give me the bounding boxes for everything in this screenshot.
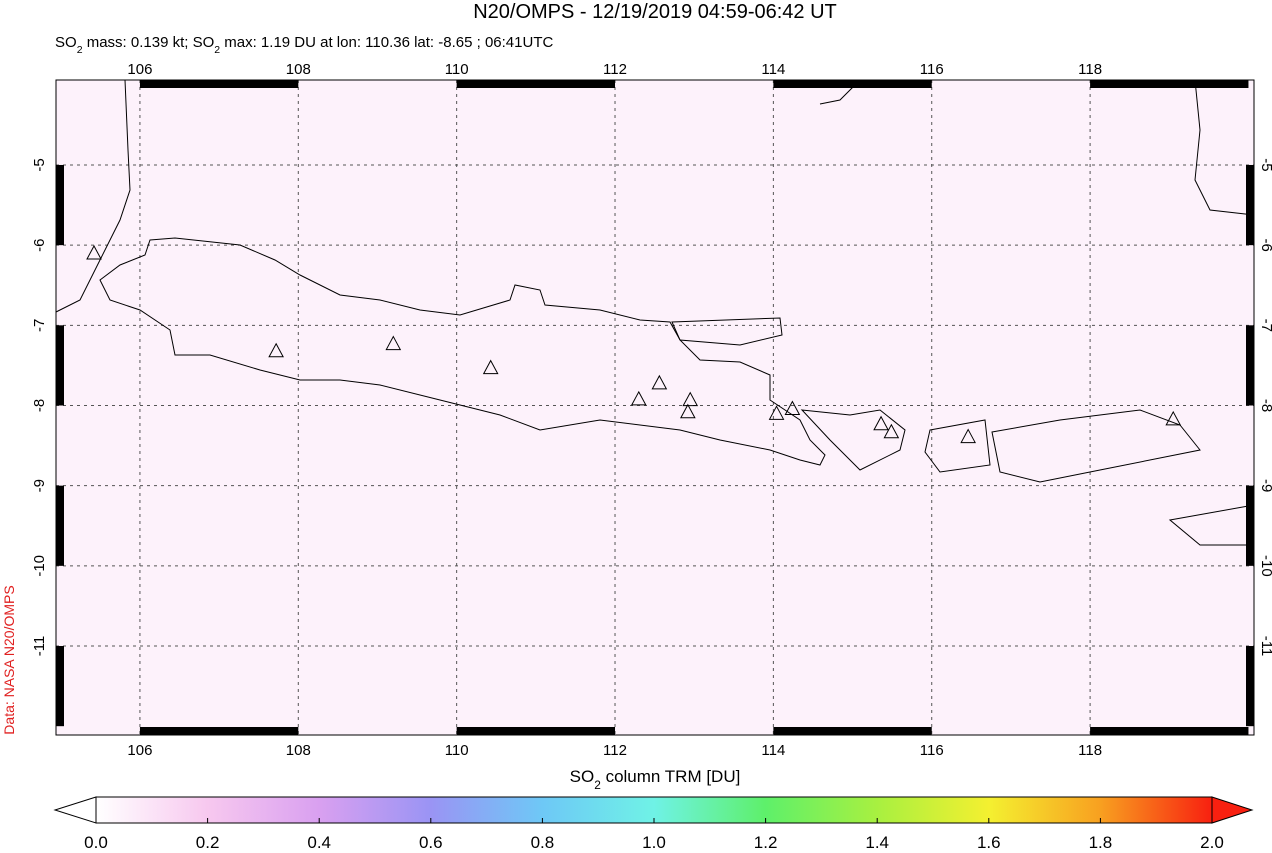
colorbar-tick-label: 0.4: [307, 833, 331, 852]
subtitle: SO2 mass: 0.139 kt; SO2 max: 1.19 DU at …: [55, 34, 553, 56]
frame-bar: [1246, 325, 1254, 406]
y-tick-label: -9: [31, 479, 48, 492]
colorbar-tick-label: 0.8: [531, 833, 555, 852]
colorbar-tick-label: 0.0: [84, 833, 108, 852]
frame-bar: [139, 80, 299, 88]
colorbar-under: [53, 796, 97, 824]
x-tick-label: 108: [286, 742, 311, 759]
volcano: [784, 400, 801, 416]
y-tick-label: -7: [31, 319, 48, 332]
volcano: [385, 335, 402, 351]
x-tick-label: 110: [445, 61, 469, 78]
y-tick-label: -10: [1258, 555, 1272, 577]
volcano: [1165, 410, 1182, 426]
x-tick-label: 118: [1078, 742, 1102, 759]
colorbar-tick-label: 0.6: [419, 833, 443, 852]
colorbar-tick-label: 2.0: [1200, 833, 1224, 852]
frame-bar: [456, 727, 616, 735]
colorbar-tick-label: 1.8: [1089, 833, 1113, 852]
volcano: [630, 390, 647, 406]
frame-bar: [1246, 646, 1254, 727]
frame-bar: [1090, 80, 1249, 88]
frame-bar: [56, 485, 64, 566]
text-part: column TRM [DU]: [601, 767, 741, 786]
y-tick-label: -7: [1258, 319, 1272, 332]
text-part: SO: [55, 34, 77, 51]
colorbar-label: SO2 column TRM [DU]: [570, 767, 741, 792]
y-tick-label: -11: [1258, 636, 1272, 657]
colorbar-tick-label: 1.6: [977, 833, 1001, 852]
colorbar-tick-label: 0.2: [196, 833, 220, 852]
y-tick-label: -10: [31, 555, 48, 577]
subscript: 2: [77, 44, 83, 56]
frame-bar: [1246, 485, 1254, 566]
y-tick-label: -9: [1258, 479, 1272, 492]
volcano: [960, 428, 976, 444]
title: N20/OMPS - 12/19/2019 04:59-06:42 UT: [473, 1, 837, 23]
y-tick-label: -11: [31, 636, 48, 657]
volcano: [768, 405, 785, 420]
colorbar-over: [1211, 796, 1254, 824]
text-part: SO: [570, 767, 595, 786]
x-tick-label: 116: [920, 742, 944, 759]
x-tick-label: 116: [920, 61, 944, 78]
map-background: [56, 80, 1254, 735]
credit: Data: NASA N20/OMPS: [1, 585, 17, 734]
x-tick-label: 114: [761, 61, 785, 78]
subscript: 2: [214, 44, 220, 56]
y-tick-label: -8: [31, 399, 48, 412]
frame-bar: [773, 80, 932, 88]
x-tick-label: 108: [286, 61, 311, 78]
y-tick-label: -5: [31, 158, 48, 171]
x-tick-label: 114: [761, 742, 785, 759]
x-tick-label: 112: [603, 61, 627, 78]
colorbar-tick-label: 1.4: [865, 833, 889, 852]
volcano: [682, 391, 699, 407]
frame-bar: [1246, 164, 1254, 246]
volcano: [482, 359, 499, 375]
volcano: [268, 342, 284, 358]
volcano: [873, 415, 889, 431]
map-frame: [55, 79, 1255, 736]
y-tick-label: -6: [1258, 238, 1272, 251]
colorbar-tick-label: 1.0: [642, 833, 666, 852]
y-tick-label: -5: [1258, 158, 1272, 171]
frame-bar: [773, 727, 932, 735]
x-tick-label: 110: [445, 742, 469, 759]
text-part: max: 1.19 DU at lon: 110.36 lat: -8.65 ;…: [220, 34, 553, 51]
colorbar-tick-label: 1.2: [754, 833, 778, 852]
volcano: [86, 244, 102, 260]
x-tick-label: 118: [1078, 61, 1102, 78]
volcano: [651, 374, 668, 390]
x-tick-label: 106: [127, 61, 152, 78]
frame-bar: [56, 325, 64, 406]
frame-bar: [56, 164, 64, 246]
coastlines: [55, 79, 1255, 546]
x-tick-label: 112: [603, 742, 627, 759]
frame-bar: [456, 80, 616, 88]
y-tick-label: -8: [1258, 399, 1272, 412]
frame-bar: [56, 646, 64, 727]
x-tick-label: 106: [127, 742, 152, 759]
frame-bar: [139, 727, 299, 735]
volcano: [883, 423, 900, 439]
text-part: mass: 0.139 kt; SO: [83, 34, 215, 51]
frame-bar: [1090, 727, 1249, 735]
volcano: [680, 403, 696, 419]
y-tick-label: -6: [31, 238, 48, 251]
subscript: 2: [594, 778, 601, 792]
